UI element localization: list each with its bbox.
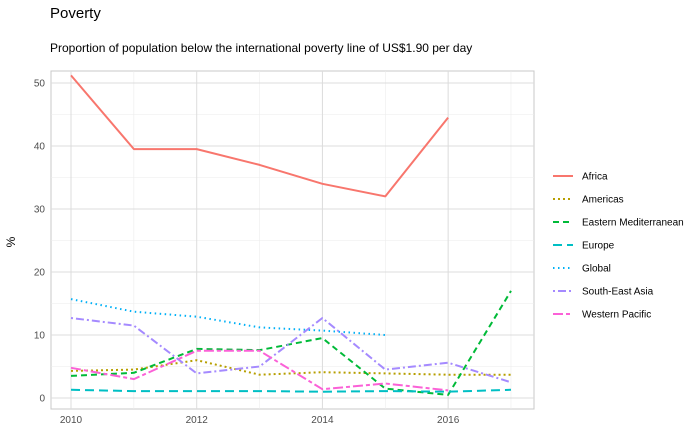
series-lines (70, 74, 512, 396)
legend-label-global: Global (582, 264, 611, 275)
y-tick-label: 50 (34, 79, 46, 90)
legend-label-europe: Europe (582, 241, 615, 252)
y-tick-label: 20 (34, 268, 46, 279)
x-tick-label: 2016 (437, 415, 460, 426)
legend-label-western-pacific: Western Pacific (582, 310, 651, 321)
gridlines (51, 71, 534, 409)
x-axis-ticks: 2010 2012 2014 2016 (60, 415, 460, 426)
legend-label-africa: Africa (582, 172, 608, 183)
y-tick-label: 0 (39, 394, 45, 405)
y-tick-label: 10 (34, 331, 46, 342)
chart-subtitle: Proportion of population below the inter… (50, 41, 472, 55)
y-axis-label: % (4, 236, 18, 247)
chart-title: Poverty (50, 5, 101, 22)
x-tick-label: 2010 (60, 415, 83, 426)
plot-panel (50, 70, 535, 410)
x-tick-label: 2014 (311, 415, 334, 426)
y-axis-ticks: 0 10 20 30 40 50 (34, 79, 46, 405)
legend-label-eastern-mediterranean: Eastern Mediterranean (582, 218, 684, 229)
legend-label-south-east-asia: South-East Asia (582, 287, 654, 298)
series-line-europe (70, 388, 512, 393)
plot-border (50, 70, 535, 410)
y-tick-label: 40 (34, 142, 46, 153)
y-tick-label: 30 (34, 205, 46, 216)
series-line-south-east-asia (70, 317, 512, 384)
legend: Africa Americas Eastern Mediterranean Europ… (553, 172, 684, 321)
series-line-eastern-mediterranean (70, 290, 512, 396)
series-line-western-pacific (70, 349, 449, 392)
x-tick-label: 2012 (186, 415, 209, 426)
series-line-africa (70, 74, 449, 198)
legend-label-americas: Americas (582, 195, 624, 206)
